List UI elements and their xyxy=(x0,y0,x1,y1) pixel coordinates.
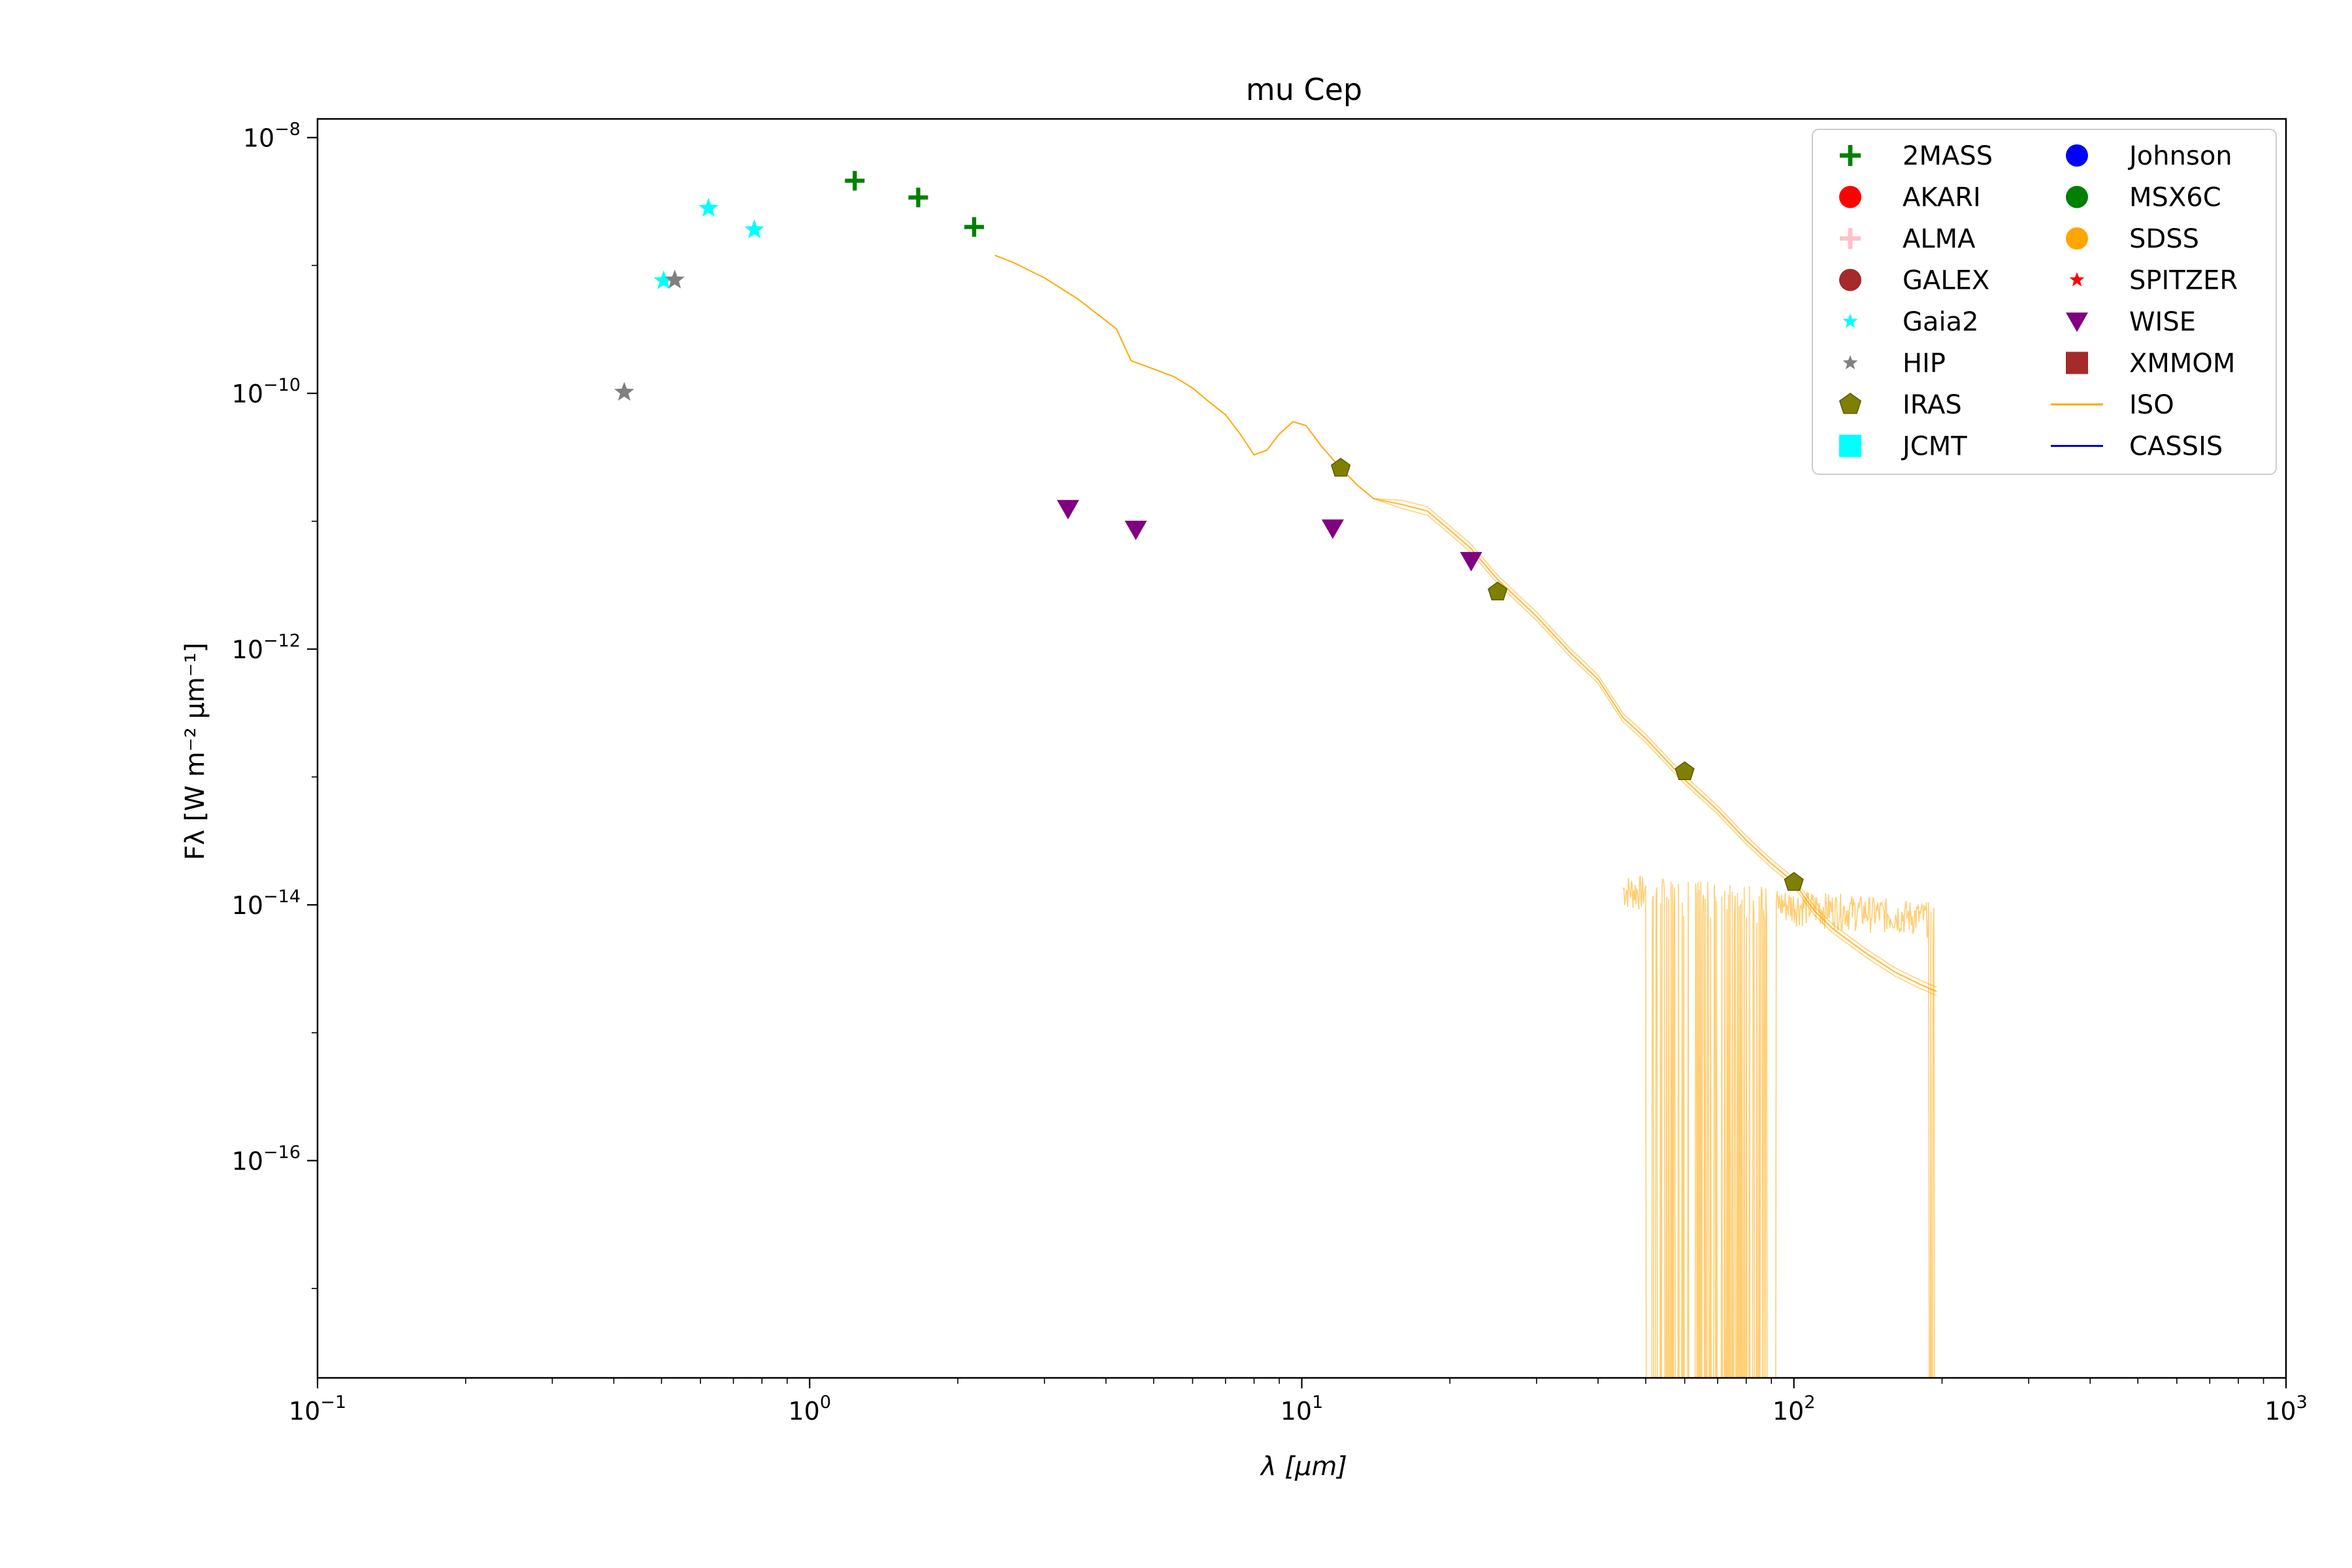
gaia2-point xyxy=(744,219,764,238)
x-tick-label: 101 xyxy=(1281,1392,1324,1426)
legend-spitzer-label: SPITZER xyxy=(2129,266,2238,296)
iras-point xyxy=(1488,581,1508,600)
legend-johnson-label: Johnson xyxy=(2127,141,2232,171)
legend: 2MASS AKARI ALMA GALEX Gaia2 HIP IRAS JCMT Johns… xyxy=(1812,129,2277,475)
legend-wise-label: WISE xyxy=(2129,307,2196,337)
legend-msx6c-label: MSX6C xyxy=(2129,183,2221,213)
legend-akari-label: AKARI xyxy=(1903,183,1981,213)
legend-akari-marker xyxy=(1839,186,1861,208)
axes-frame xyxy=(316,118,2287,1379)
legend-iras-label: IRAS xyxy=(1903,390,1962,420)
legend-xmmom-label: XMMOM xyxy=(2129,349,2235,379)
x-axis-label: λ [μm] xyxy=(1260,1452,1347,1482)
legend-gaia2-label: Gaia2 xyxy=(1903,307,1979,337)
wise-point xyxy=(1056,500,1079,519)
legend-jcmt-marker xyxy=(1839,434,1861,457)
legend-spitzer-marker xyxy=(2069,272,2085,287)
x-tick-label: 10−1 xyxy=(289,1392,346,1426)
legend-alma-marker xyxy=(1840,228,1861,250)
iras-point xyxy=(1331,457,1351,477)
gaia2-point xyxy=(653,270,674,289)
iras-point xyxy=(1784,872,1804,891)
iso-noisy-spectrum-line xyxy=(1622,875,1935,1378)
legend-box xyxy=(1812,129,2277,475)
legend-iso-label: ISO xyxy=(2129,390,2174,420)
chart-title: mu Cep xyxy=(1246,72,1362,107)
y-axis-label: Fλ [W m⁻² μm⁻¹] xyxy=(180,642,210,860)
legend-msx6c-marker xyxy=(2066,186,2088,208)
legend-iras-marker xyxy=(1838,393,1862,414)
gaia2-point xyxy=(698,197,719,217)
legend-johnson-marker xyxy=(2066,144,2088,167)
wise-point xyxy=(1460,551,1482,572)
legend-sdss-marker xyxy=(2066,227,2088,250)
plot-area xyxy=(614,171,1937,1378)
legend-galex-marker xyxy=(1839,269,1861,291)
legend-2mass-marker xyxy=(1840,145,1861,166)
hip-point xyxy=(614,382,634,401)
legend-cassis-label: CASSIS xyxy=(2129,432,2223,462)
legend-2mass-label: 2MASS xyxy=(1903,141,1993,171)
legend-hip-marker xyxy=(1842,355,1858,370)
legend-hip-label: HIP xyxy=(1903,349,1946,379)
wise-point xyxy=(1124,521,1147,540)
legend-jcmt-label: JCMT xyxy=(1901,432,1967,462)
hip-point xyxy=(664,269,685,289)
x-axis: 10−1 100 101 102 103 xyxy=(289,1378,2308,1426)
x-tick-label: 102 xyxy=(1772,1392,1816,1426)
iso-spectrum-line xyxy=(994,255,1937,996)
2mass-point xyxy=(845,171,865,191)
legend-xmmom-marker xyxy=(2066,351,2088,374)
legend-sdss-label: SDSS xyxy=(2129,224,2199,254)
2mass-point xyxy=(908,188,928,208)
legend-wise-marker xyxy=(2066,312,2088,333)
iras-point xyxy=(1674,761,1695,781)
legend-gaia2-marker xyxy=(1842,314,1858,328)
legend-alma-label: ALMA xyxy=(1903,224,1976,254)
legend-galex-label: GALEX xyxy=(1903,266,1989,296)
y-tick-label: 10−16 xyxy=(232,1142,301,1175)
wise-point xyxy=(1321,519,1344,539)
2mass-point xyxy=(964,217,985,237)
